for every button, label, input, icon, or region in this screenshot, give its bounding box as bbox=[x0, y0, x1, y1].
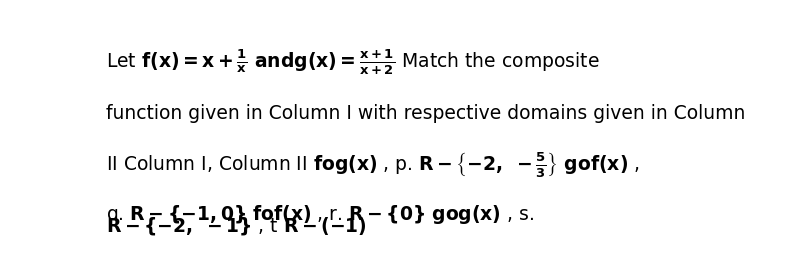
Text: function given in Column I with respective domains given in Column: function given in Column I with respecti… bbox=[106, 104, 746, 123]
Text: Let $\mathbf{f(x) = x + \frac{1}{x}}$ $\mathbf{andg(x) = \frac{x+1}{x+2}}$ Match: Let $\mathbf{f(x) = x + \frac{1}{x}}$ $\… bbox=[106, 48, 600, 77]
Text: q. $\mathbf{R - \{-1, 0\}}$ $\mathbf{fof(x)}$ , r. $\mathbf{R - \{0\}}$ $\mathbf: q. $\mathbf{R - \{-1, 0\}}$ $\mathbf{fof… bbox=[106, 203, 534, 226]
Text: $\mathbf{R - \{-2,\ -1\}}$ , t $\mathbf{R - (-1)}$: $\mathbf{R - \{-2,\ -1\}}$ , t $\mathbf{… bbox=[106, 215, 367, 237]
Text: II Column I, Column II $\mathbf{fog(x)}$ , p. $\mathbf{R - \left\{-2,\ -\frac{5}: II Column I, Column II $\mathbf{fog(x)}$… bbox=[106, 150, 640, 180]
